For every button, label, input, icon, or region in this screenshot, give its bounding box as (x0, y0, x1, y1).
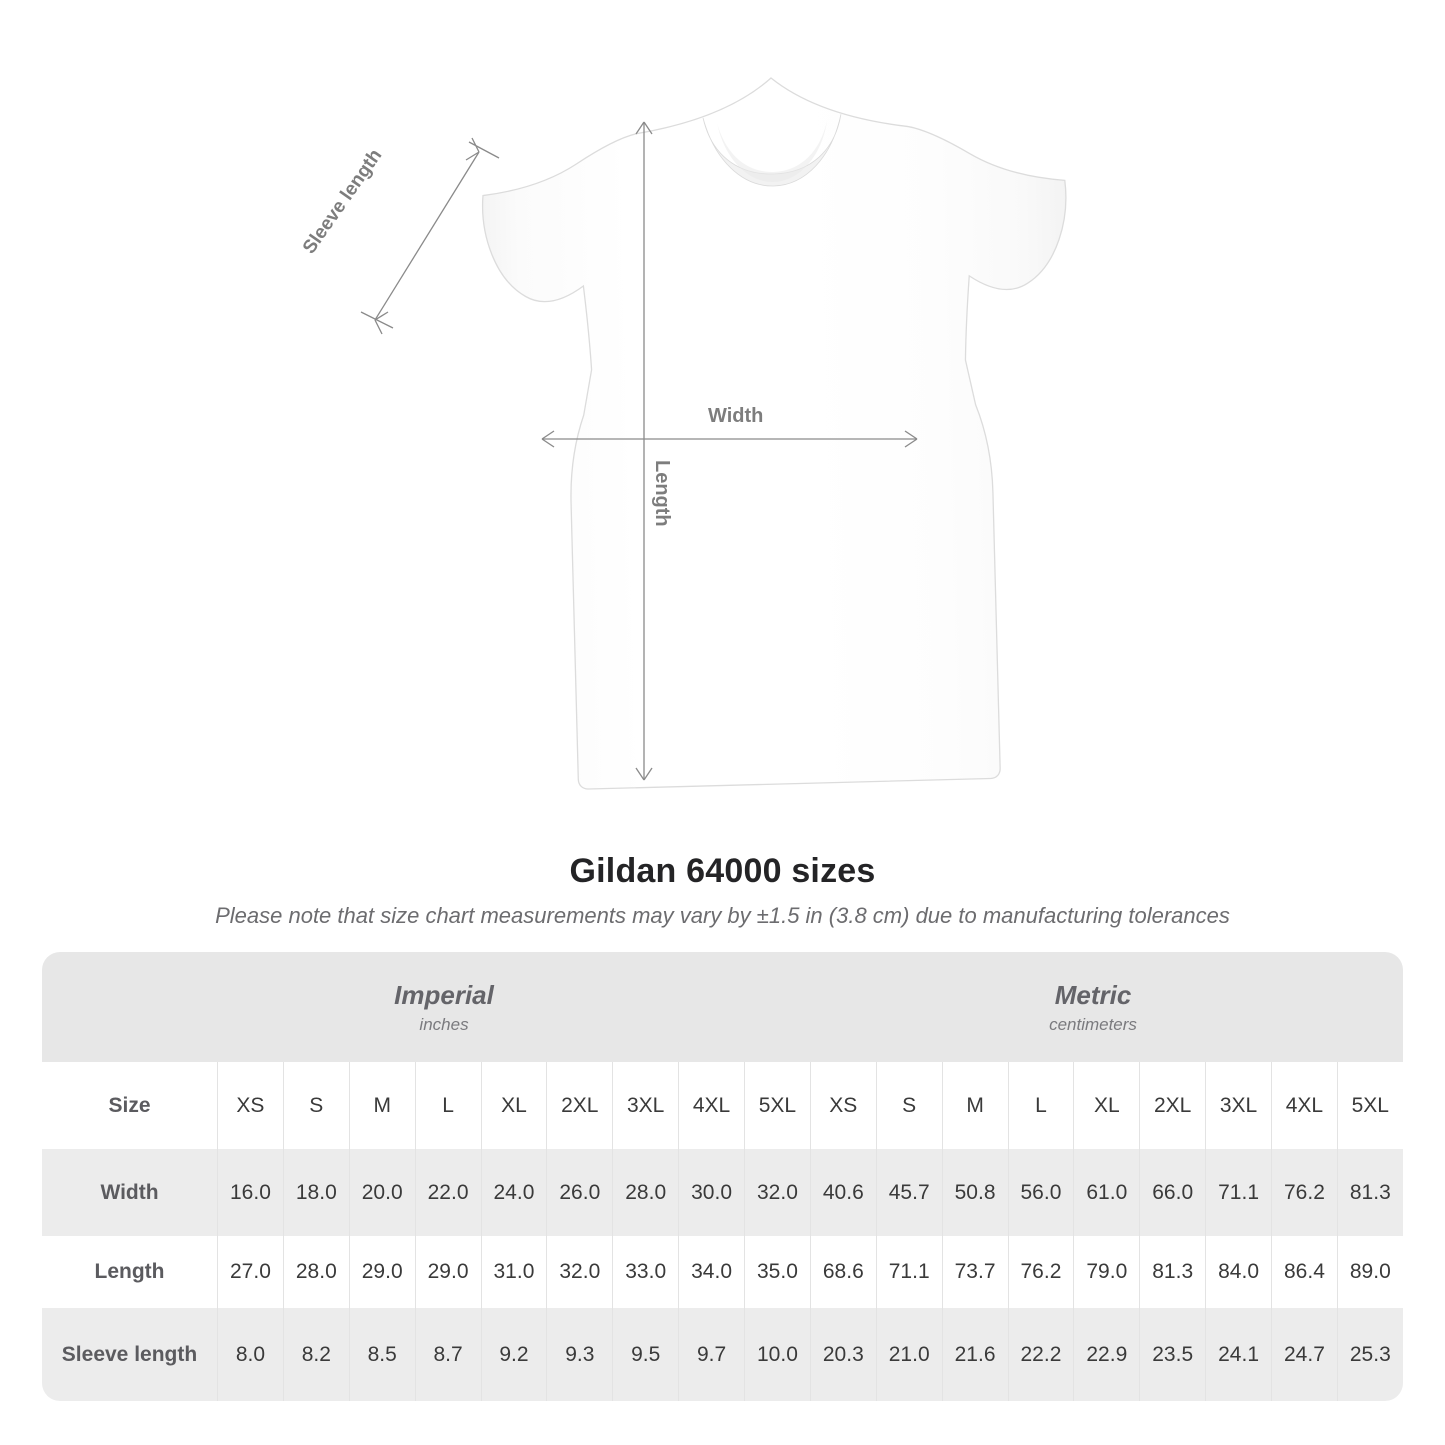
svg-text:Length: Length (651, 460, 673, 527)
svg-text:Sleeve length: Sleeve length (299, 145, 386, 257)
svg-text:Width: Width (708, 405, 763, 427)
